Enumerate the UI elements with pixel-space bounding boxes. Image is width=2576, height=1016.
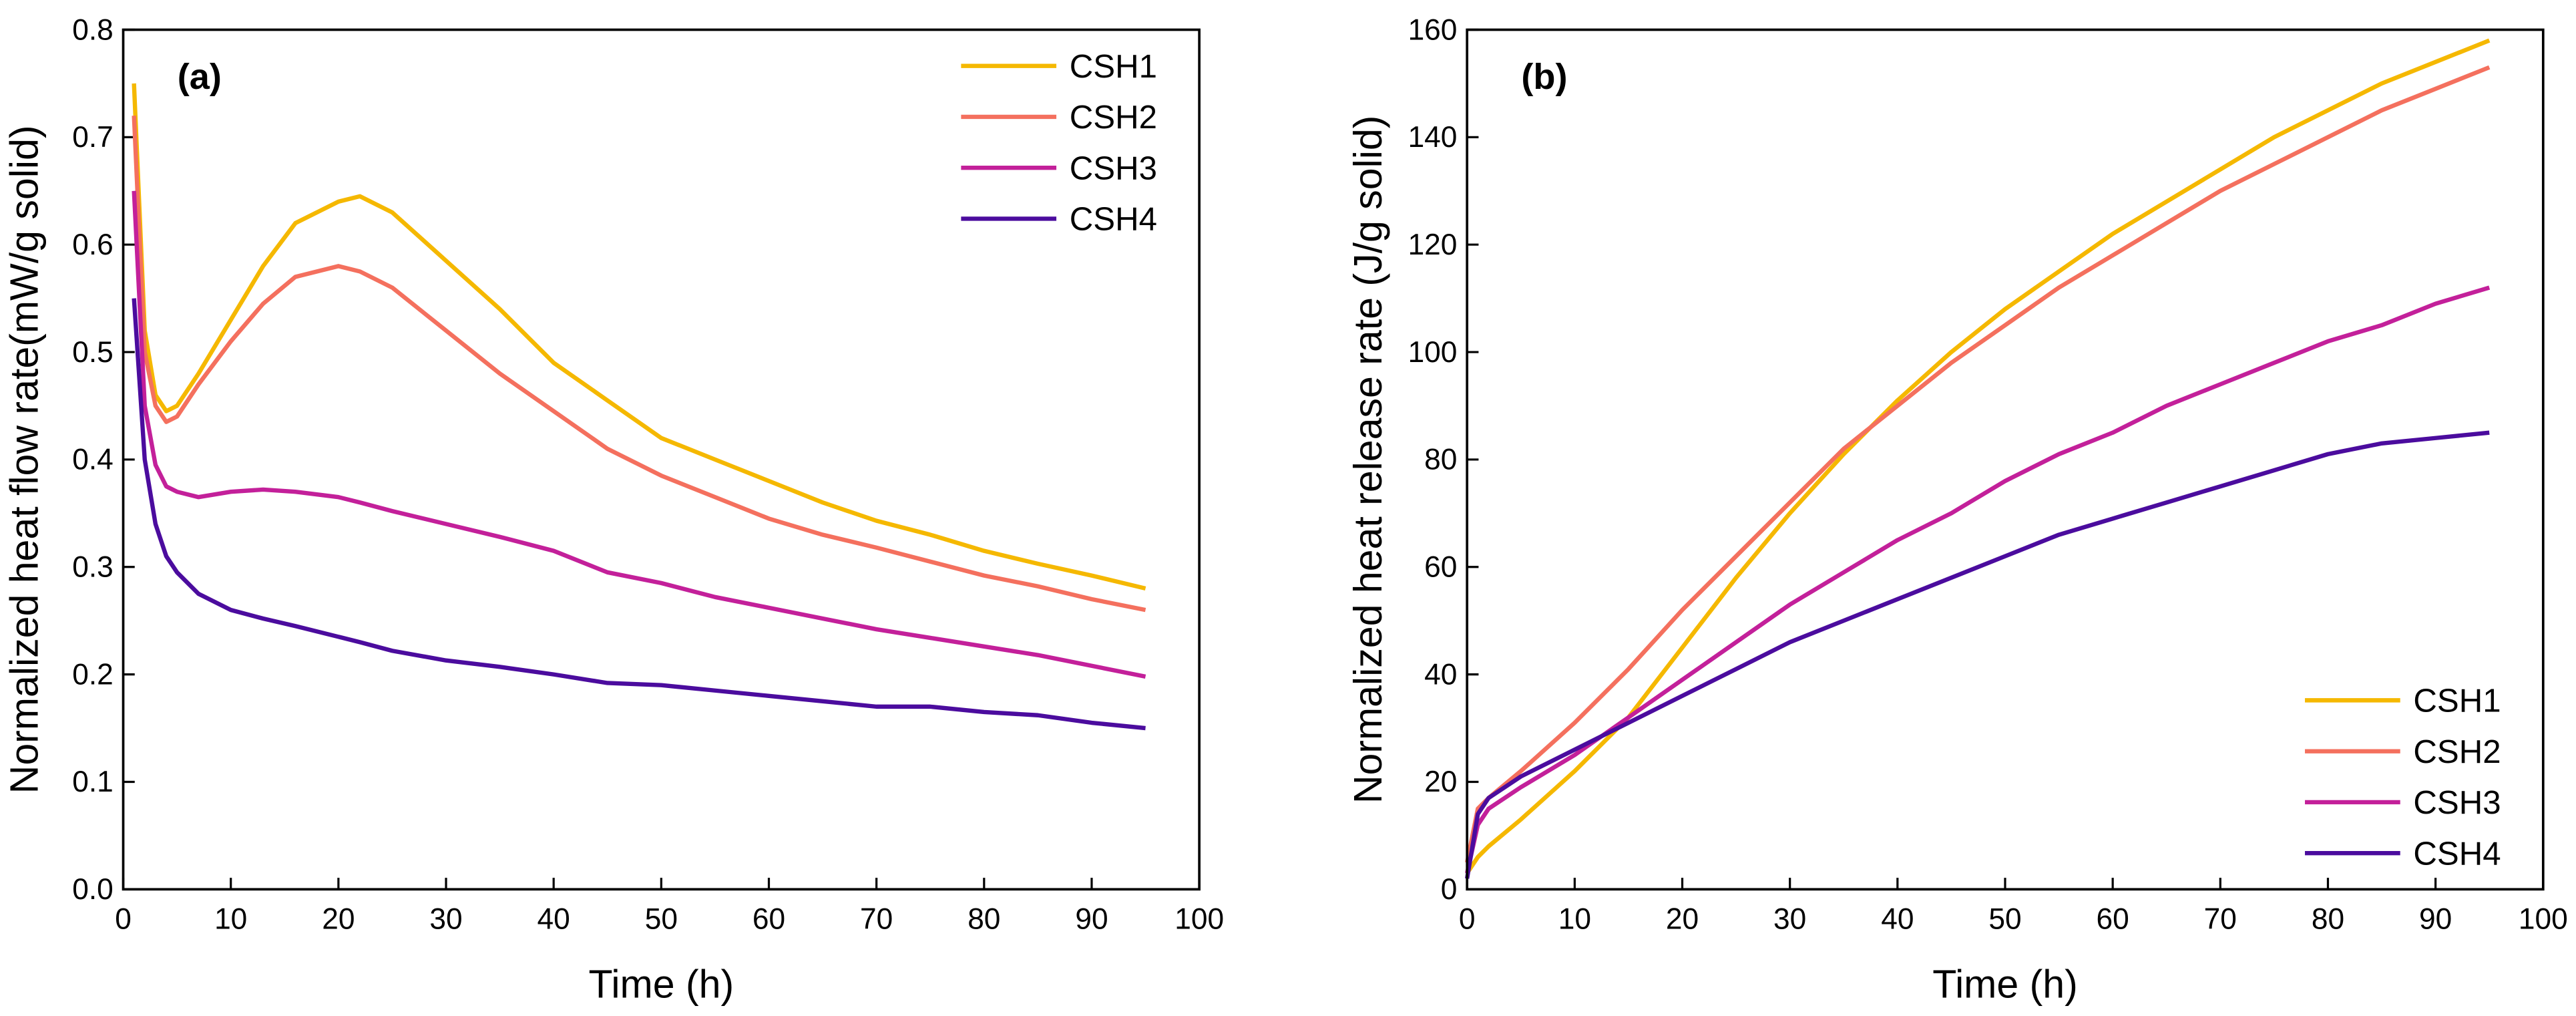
x-tick-label: 60	[753, 902, 785, 935]
legend-label: CSH2	[1070, 99, 1157, 136]
data-line	[132, 298, 1146, 731]
legend-label: CSH2	[2413, 733, 2501, 770]
plot-frame	[122, 28, 1201, 891]
data-line	[132, 116, 1146, 613]
x-tick-label: 30	[1773, 902, 1806, 935]
x-tick-label: 90	[1075, 902, 1108, 935]
x-tick-label: 80	[968, 902, 1000, 935]
x-tick-label: 0	[115, 902, 132, 935]
data-line	[132, 83, 1146, 591]
y-tick-label: 0.1	[72, 766, 114, 798]
y-tick-label: 0.2	[72, 658, 114, 691]
x-tick-label: 20	[1666, 902, 1699, 935]
x-tick-label: 60	[2097, 902, 2129, 935]
y-tick-label: 0.7	[72, 121, 114, 154]
y-tick-label: 0.6	[72, 228, 114, 261]
panel-label: (a)	[178, 57, 222, 97]
legend-label: CSH3	[1070, 150, 1157, 186]
plot-frame	[1466, 28, 2545, 891]
y-tick-label: 0.8	[72, 13, 114, 46]
y-tick-label: 0.5	[72, 336, 114, 369]
data-line	[1465, 430, 2490, 879]
y-tick-label: 20	[1424, 766, 1457, 798]
x-tick-label: 20	[322, 902, 355, 935]
legend-label: CSH3	[2413, 784, 2501, 821]
y-tick-label: 40	[1424, 658, 1457, 691]
y-tick-label: 80	[1424, 444, 1457, 476]
y-axis-label: Normalized heat release rate (J/g solid)	[1346, 116, 1390, 804]
y-tick-label: 0.0	[72, 873, 114, 906]
x-axis-label: Time (h)	[589, 963, 734, 1007]
legend-label: CSH4	[2413, 835, 2501, 872]
x-tick-label: 90	[2419, 902, 2452, 935]
x-tick-label: 10	[214, 902, 247, 935]
x-tick-label: 50	[645, 902, 678, 935]
data-line	[132, 190, 1146, 679]
x-tick-label: 10	[1558, 902, 1591, 935]
legend-label: CSH1	[1070, 48, 1157, 85]
x-tick-label: 30	[429, 902, 462, 935]
y-tick-label: 0.3	[72, 551, 114, 584]
y-axis-label: Normalized heat flow rate(mW/g solid)	[3, 126, 47, 794]
x-tick-label: 80	[2312, 902, 2344, 935]
x-tick-label: 40	[538, 902, 570, 935]
y-tick-label: 160	[1408, 13, 1458, 46]
x-tick-label: 0	[1459, 902, 1476, 935]
x-tick-label: 100	[1174, 902, 1224, 935]
y-tick-label: 60	[1424, 551, 1457, 584]
data-line	[1465, 65, 2491, 863]
y-tick-label: 0	[1441, 873, 1458, 906]
x-axis-label: Time (h)	[1932, 963, 2078, 1007]
y-tick-label: 0.4	[72, 444, 114, 476]
y-tick-label: 100	[1408, 336, 1458, 369]
x-tick-label: 40	[1881, 902, 1914, 935]
x-tick-label: 50	[1988, 902, 2021, 935]
x-tick-label: 100	[2519, 902, 2568, 935]
legend-label: CSH4	[1070, 201, 1157, 238]
x-tick-label: 70	[2204, 902, 2237, 935]
data-line	[1465, 38, 2491, 874]
y-tick-label: 120	[1408, 228, 1458, 261]
legend-label: CSH1	[2413, 683, 2501, 719]
chart-panel: 0 20 40 60 80 100 120 140 160 0 10 20 30 40 50 60 70 80 90…	[1346, 13, 2567, 1006]
y-tick-label: 140	[1408, 121, 1458, 154]
chart-panel: 0.0 0.1 0.2 0.3 0.4 0.5 0.6 0.7 0.8 0 10 20 30 40 50 60…	[3, 13, 1224, 1006]
data-line	[1465, 285, 2491, 874]
x-tick-label: 70	[860, 902, 893, 935]
panel-label: (b)	[1521, 57, 1567, 97]
